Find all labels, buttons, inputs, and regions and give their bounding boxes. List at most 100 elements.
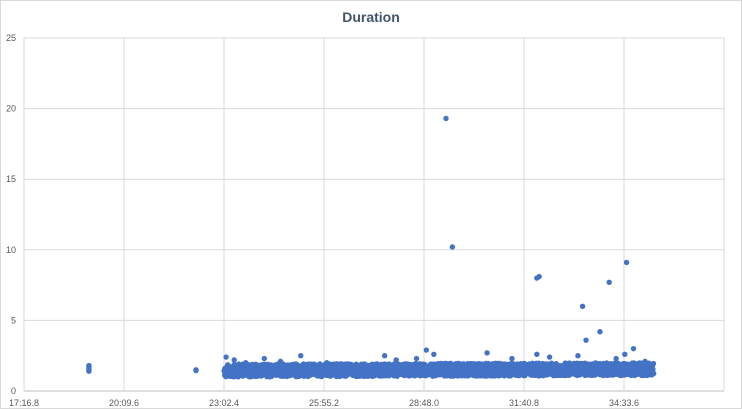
y-tick-label: 0 — [11, 386, 16, 396]
y-tick-label: 10 — [6, 245, 16, 255]
data-point — [266, 363, 272, 369]
data-point — [622, 351, 628, 357]
data-point — [523, 370, 529, 377]
data-point — [304, 370, 311, 376]
data-point — [258, 373, 265, 379]
data-point — [552, 372, 558, 379]
data-point — [464, 360, 471, 367]
data-point — [574, 372, 580, 379]
data-point — [225, 362, 231, 368]
data-point — [373, 361, 380, 367]
gridlines — [23, 37, 725, 392]
data-point — [344, 366, 350, 372]
data-point — [413, 355, 420, 362]
data-point — [536, 371, 543, 378]
data-point — [224, 370, 230, 377]
data-point — [539, 360, 546, 367]
data-point — [349, 366, 356, 372]
data-point — [630, 345, 637, 352]
data-point — [553, 365, 559, 372]
data-point — [407, 361, 414, 368]
data-point — [606, 279, 612, 285]
data-point — [376, 373, 382, 379]
data-point — [474, 369, 480, 375]
data-point — [626, 370, 632, 376]
data-point — [567, 371, 573, 377]
data-point — [643, 369, 649, 375]
data-point — [423, 347, 430, 353]
data-point — [388, 367, 394, 373]
data-point — [324, 360, 330, 366]
data-points — [86, 115, 657, 380]
data-point — [509, 355, 515, 362]
data-point — [233, 372, 240, 378]
x-tick-label: 34:33.6 — [609, 398, 639, 408]
data-point — [317, 364, 323, 371]
data-point — [438, 367, 445, 374]
data-point — [633, 371, 640, 377]
data-point — [580, 364, 587, 371]
y-tick-label: 15 — [6, 174, 16, 184]
data-point — [361, 370, 367, 376]
data-point — [443, 115, 449, 122]
data-point — [342, 361, 349, 367]
data-point — [530, 365, 537, 372]
data-point — [575, 353, 581, 359]
data-point — [390, 372, 397, 378]
data-point — [605, 366, 612, 373]
data-point — [246, 373, 252, 380]
data-point — [236, 367, 243, 374]
x-tick-label: 25:55.2 — [309, 398, 339, 408]
data-point — [254, 372, 260, 379]
data-point — [650, 360, 657, 367]
data-point — [295, 363, 302, 369]
data-point — [243, 360, 249, 366]
data-point — [326, 364, 332, 370]
data-point — [261, 355, 267, 362]
data-point — [515, 361, 522, 367]
data-point — [274, 365, 280, 372]
data-point — [249, 361, 256, 368]
data-point — [475, 363, 481, 369]
data-point — [362, 362, 369, 368]
data-point — [530, 372, 536, 378]
data-point — [433, 368, 439, 375]
y-tick-label: 20 — [6, 104, 16, 114]
data-point — [591, 361, 597, 367]
data-point — [358, 361, 365, 367]
data-point — [382, 361, 389, 368]
data-point — [302, 365, 308, 372]
data-point — [536, 273, 542, 280]
data-point — [581, 371, 588, 377]
data-point — [449, 362, 455, 368]
data-point — [488, 370, 494, 377]
data-point — [508, 361, 514, 368]
data-point — [623, 259, 630, 266]
data-point — [428, 361, 434, 367]
data-point — [484, 361, 490, 368]
data-point — [466, 366, 473, 372]
data-point — [461, 372, 468, 378]
data-point — [86, 368, 92, 374]
data-point — [425, 368, 431, 374]
data-point — [229, 369, 236, 376]
data-point — [602, 370, 609, 376]
data-point — [646, 364, 652, 370]
data-point — [413, 372, 420, 378]
data-point — [577, 368, 584, 375]
data-point — [491, 363, 498, 369]
data-point — [437, 372, 443, 378]
data-point — [592, 366, 598, 373]
data-point — [396, 361, 402, 368]
data-point — [282, 364, 288, 370]
data-point — [374, 367, 380, 373]
data-point — [503, 363, 510, 369]
data-point — [579, 303, 586, 309]
data-point — [535, 367, 541, 374]
x-tick-label: 31:40.8 — [509, 398, 539, 408]
y-tick-label: 25 — [6, 33, 16, 43]
data-point — [292, 372, 298, 378]
data-point — [534, 351, 540, 357]
data-point — [597, 365, 603, 371]
